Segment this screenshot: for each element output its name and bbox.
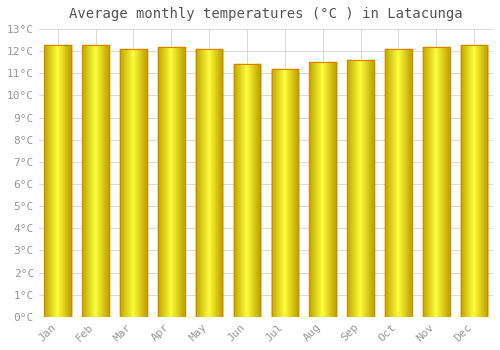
Title: Average monthly temperatures (°C ) in Latacunga: Average monthly temperatures (°C ) in La… <box>69 7 462 21</box>
